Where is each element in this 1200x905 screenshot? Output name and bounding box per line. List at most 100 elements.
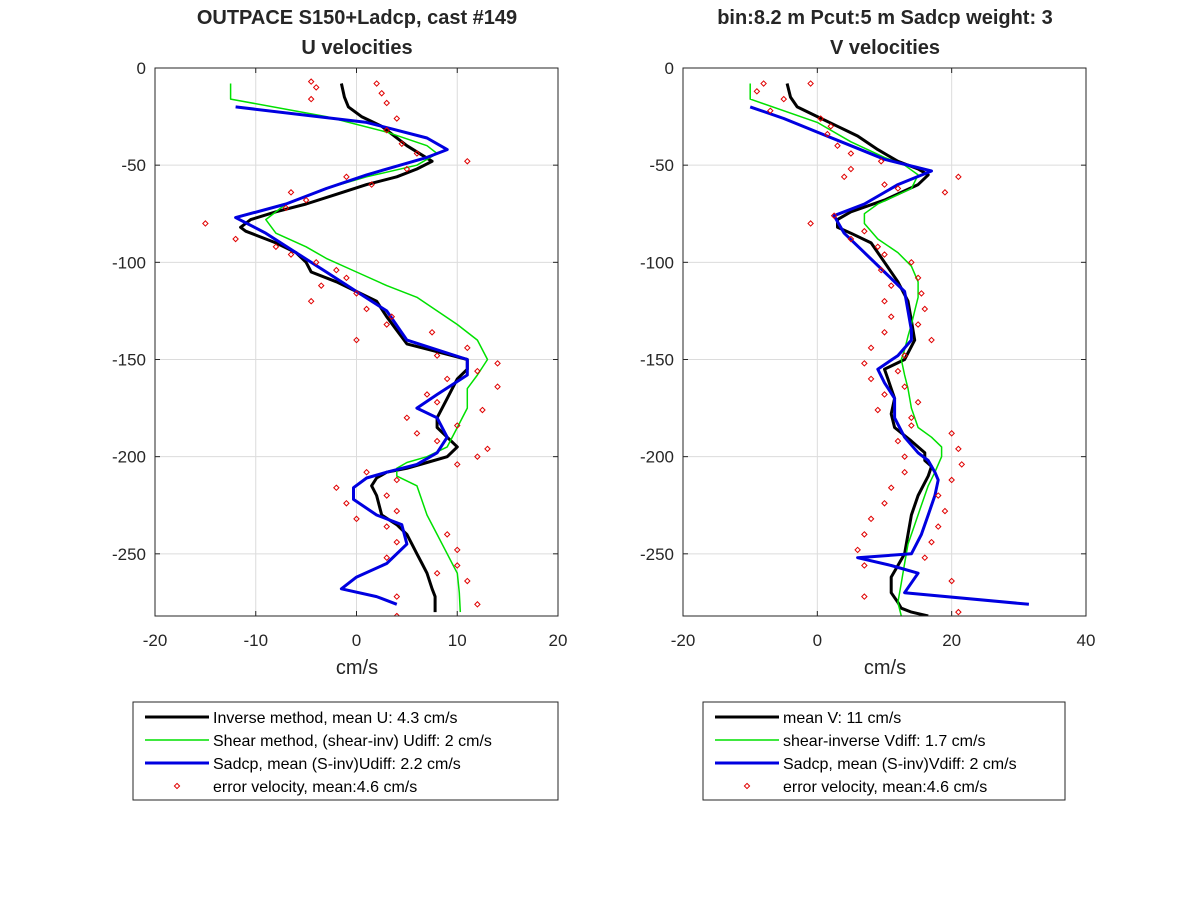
u-error-velocity-point — [353, 515, 360, 523]
u-legend-entry: Sadcp, mean (S-inv)Udiff: 2.2 cm/s — [145, 756, 461, 773]
v-error-velocity-point — [948, 476, 955, 484]
v-error-velocity-point — [948, 430, 955, 437]
v-axes-box — [682, 67, 1087, 617]
v-y-tick-label: 0 — [665, 59, 674, 78]
u-series-line-1 — [229, 83, 489, 613]
v-error-velocity-point — [901, 383, 908, 391]
u-legend-entry: error velocity, mean:4.6 cm/s — [173, 779, 417, 796]
u-error-velocity-point — [378, 89, 385, 97]
v-error-velocity-point — [840, 173, 848, 181]
v-y-tick-label: -50 — [649, 156, 674, 175]
v-error-velocity-point — [881, 328, 888, 336]
u-error-velocity-point — [388, 313, 396, 321]
v-error-velocity-point — [955, 173, 962, 181]
v-error-velocity-point — [887, 484, 895, 492]
u-error-velocity-point — [302, 196, 310, 204]
v-error-velocity-point — [834, 142, 841, 150]
u-error-velocity-point — [443, 375, 451, 383]
v-error-velocity-point — [807, 80, 814, 87]
u-error-velocity-point — [383, 321, 391, 328]
v-x-tick-label: -20 — [671, 631, 696, 650]
u-legend-entry: Inverse method, mean U: 4.3 cm/s — [145, 710, 458, 727]
u-error-velocity-point — [453, 422, 461, 429]
u-error-velocity-point — [494, 383, 501, 391]
v-error-velocity-point — [861, 593, 868, 600]
u-y-tick-label: -100 — [112, 253, 146, 272]
v-error-velocity-point — [958, 461, 966, 468]
v-error-velocity-point — [887, 282, 895, 289]
v-plot-area — [683, 68, 1086, 616]
u-error-velocity-point — [423, 391, 431, 398]
v-panel-x-axis-label: cm/s — [864, 657, 906, 679]
u-velocity-panel: OUTPACE S150+Ladcp, cast #149 U velociti… — [112, 7, 567, 801]
u-error-velocity-point — [287, 251, 295, 258]
v-error-velocity-point — [901, 352, 908, 359]
v-legend-entry: shear-inverse Vdiff: 1.7 cm/s — [715, 733, 985, 750]
v-x-tick-label: 0 — [813, 631, 822, 650]
v-error-velocity-point — [861, 227, 868, 235]
u-panel-legend: Inverse method, mean U: 4.3 cm/s Shear me… — [132, 701, 559, 801]
v-error-velocity-point — [830, 212, 838, 219]
v-error-velocity-point — [881, 499, 888, 507]
u-error-velocity-point — [433, 569, 441, 577]
u-error-velocity-point — [474, 367, 481, 375]
u-error-velocity-point — [368, 181, 375, 188]
v-error-velocity-point — [861, 562, 868, 569]
u-series-group — [202, 78, 501, 616]
u-error-velocity-point — [494, 360, 501, 367]
v-error-velocity-point — [847, 235, 855, 243]
v-error-velocity-point — [887, 313, 895, 321]
u-error-velocity-point — [453, 461, 461, 468]
v-error-velocity-point — [847, 150, 855, 157]
v-x-tick-label: 40 — [1077, 631, 1096, 650]
v-error-velocity-point — [894, 437, 902, 445]
u-error-velocity-point — [232, 235, 239, 243]
u-error-velocity-point — [484, 445, 491, 453]
u-error-velocity-point — [383, 99, 391, 107]
u-legend-label: Shear method, (shear-inv) Udiff: 2 cm/s — [213, 733, 492, 750]
v-error-velocity-point — [867, 375, 875, 383]
v-error-velocity-point — [901, 468, 908, 476]
v-error-velocity-point — [861, 531, 868, 538]
v-error-velocity-point — [955, 445, 962, 453]
u-error-velocity-point — [333, 484, 340, 492]
u-error-velocity-point — [393, 593, 401, 600]
u-error-velocity-point — [307, 78, 315, 85]
v-error-velocity-point — [867, 344, 875, 352]
u-error-velocity-point — [413, 430, 421, 437]
v-y-tick-label: -100 — [640, 253, 674, 272]
u-error-velocity-point — [353, 290, 360, 297]
v-error-velocity-point — [894, 367, 902, 375]
v-legend-label: error velocity, mean:4.6 cm/s — [783, 779, 987, 796]
v-error-velocity-point — [827, 122, 835, 130]
v-error-velocity-point — [881, 251, 888, 258]
v-error-velocity-point — [854, 546, 861, 554]
u-error-velocity-point — [398, 140, 406, 148]
u-error-velocity-point — [202, 220, 209, 227]
v-error-velocity-point — [934, 492, 942, 499]
v-error-velocity-point — [874, 243, 882, 251]
u-error-velocity-point — [373, 80, 380, 87]
u-error-velocity-point — [312, 259, 320, 266]
u-error-velocity-point — [433, 398, 441, 406]
u-legend-marker — [173, 782, 181, 790]
u-panel-title-line1: OUTPACE S150+Ladcp, cast #149 — [197, 7, 517, 29]
u-y-tick-label: -50 — [121, 156, 146, 175]
v-legend-label: shear-inverse Vdiff: 1.7 cm/s — [783, 733, 985, 750]
u-error-velocity-point — [363, 305, 370, 313]
u-error-velocity-point — [464, 577, 471, 585]
v-error-velocity-point — [760, 80, 767, 87]
u-panel-axes: -20 -10 0 10 200-50-100-150-200-250 — [112, 59, 567, 650]
v-legend-label: mean V: 11 cm/s — [783, 710, 901, 727]
v-legend-label: Sadcp, mean (S-inv)Vdiff: 2 cm/s — [783, 756, 1017, 773]
u-y-tick-label: -250 — [112, 545, 146, 564]
u-error-velocity-point — [464, 157, 471, 165]
u-error-velocity-point — [403, 165, 411, 173]
v-error-velocity-point — [955, 608, 962, 616]
v-legend-entry: mean V: 11 cm/s — [715, 710, 901, 727]
v-y-tick-label: -250 — [640, 545, 674, 564]
v-error-velocity-point — [908, 259, 915, 266]
v-panel-title-line1: bin:8.2 m Pcut:5 m Sadcp weight: 3 — [717, 7, 1053, 29]
u-error-velocity-point — [479, 406, 486, 414]
